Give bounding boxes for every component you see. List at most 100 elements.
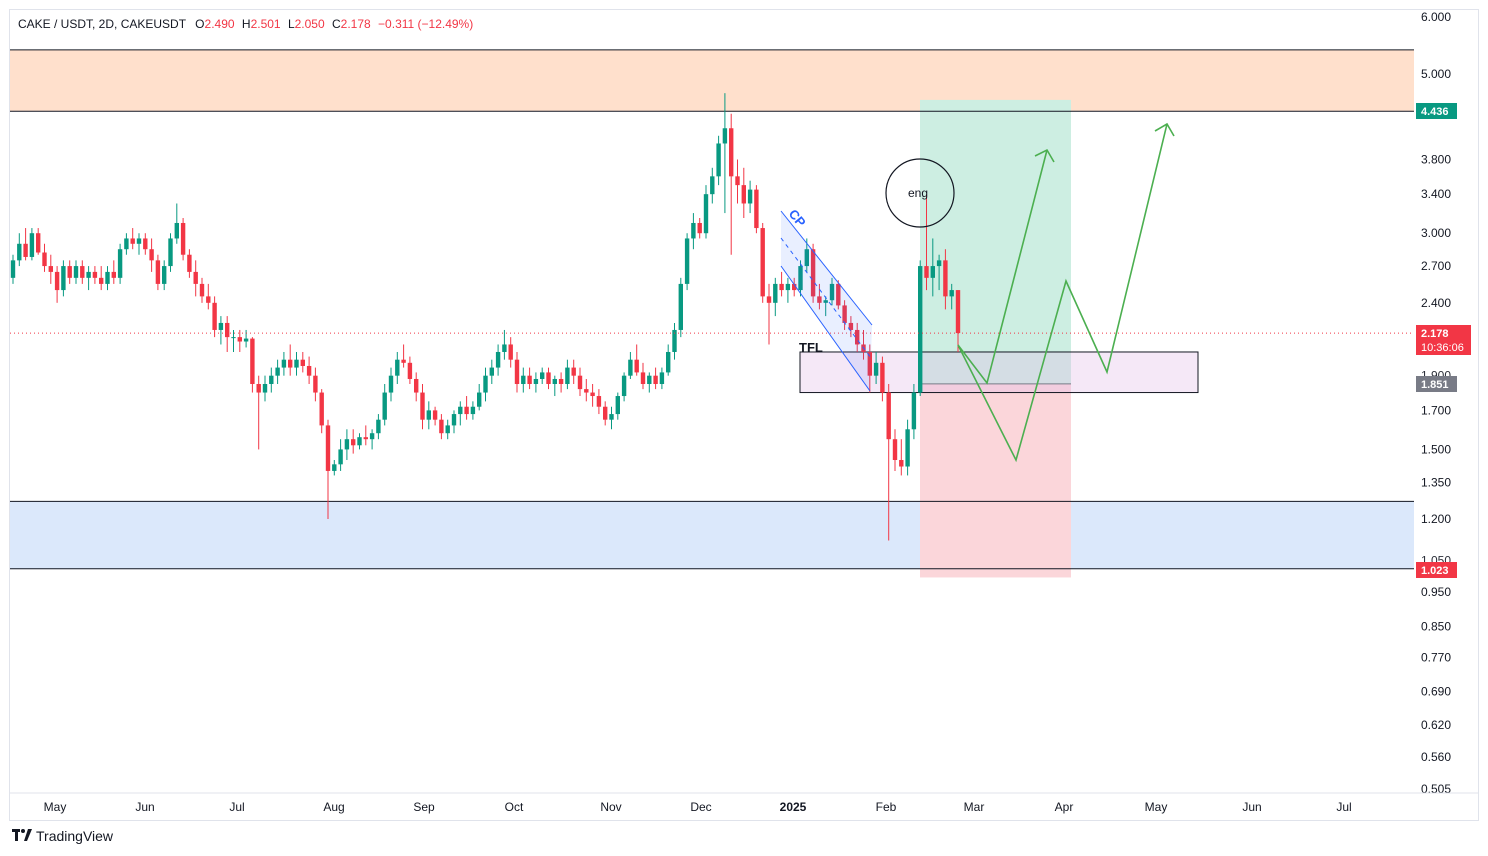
candle-body xyxy=(439,419,444,434)
candle xyxy=(168,233,173,272)
candle-body xyxy=(886,392,891,440)
candle xyxy=(678,277,683,338)
price-badges: 4.436 2.178 10:36:06 1.851 1.023 xyxy=(1416,103,1471,578)
candle xyxy=(86,266,91,291)
candle xyxy=(552,375,557,397)
candle-body xyxy=(817,296,822,303)
candle xyxy=(508,337,513,368)
candle-body xyxy=(306,365,312,376)
candle-body xyxy=(426,410,431,420)
price-tick-label: 1.200 xyxy=(1421,512,1451,526)
price-tick-label: 0.770 xyxy=(1421,650,1451,664)
candle-body xyxy=(943,260,948,297)
candle xyxy=(401,344,406,368)
last-price-badge xyxy=(1416,325,1471,355)
channel-lower-line[interactable] xyxy=(780,265,871,392)
candle xyxy=(206,283,211,310)
candle xyxy=(577,367,583,397)
candles-layer xyxy=(10,93,1414,541)
candle-body xyxy=(590,392,595,397)
candle-body xyxy=(105,271,110,284)
projection-path-1[interactable] xyxy=(957,149,1048,385)
candle xyxy=(325,419,331,520)
candle-body xyxy=(760,228,765,297)
candle xyxy=(281,351,287,376)
channel-mid-line xyxy=(780,237,872,359)
candle-body xyxy=(143,238,148,250)
price-tick-label: 0.505 xyxy=(1421,782,1451,796)
symbol-name[interactable]: CAKE / USDT, 2D, CAKEUSDT xyxy=(18,17,186,31)
candle xyxy=(80,260,85,284)
candle-body xyxy=(80,266,85,278)
price-tick-label: 0.850 xyxy=(1421,620,1451,634)
target-zone xyxy=(920,99,1071,384)
candle-body xyxy=(17,243,22,261)
candle xyxy=(218,316,224,345)
candle xyxy=(338,439,343,471)
candle-body xyxy=(281,359,287,368)
candle xyxy=(187,249,192,278)
time-tick-label: Jul xyxy=(1336,800,1351,814)
resistance-badge-text: 4.436 xyxy=(1421,106,1449,118)
channel-fill[interactable] xyxy=(781,211,872,391)
candle xyxy=(42,243,47,272)
candle-body xyxy=(180,222,186,255)
price-tick-label: 6.000 xyxy=(1421,10,1451,24)
eng-circle[interactable] xyxy=(885,158,955,228)
candle-body xyxy=(351,439,356,446)
channel-upper-line[interactable] xyxy=(780,210,873,326)
candle-body xyxy=(741,185,746,204)
candle xyxy=(451,410,457,434)
candle-body xyxy=(420,392,425,420)
candle xyxy=(766,283,772,345)
change-value: −0.311 (−12.49%) xyxy=(378,17,474,31)
candle xyxy=(546,367,551,390)
candle xyxy=(483,367,488,402)
candle xyxy=(357,433,362,450)
price-tick-label: 2.400 xyxy=(1421,296,1451,310)
price-tick-label: 3.000 xyxy=(1421,226,1451,240)
price-tick-label: 0.950 xyxy=(1421,585,1451,599)
time-axis[interactable]: May Jun Jul Aug Sep Oct Nov Dec 2025 Feb Mar Apr May… xyxy=(44,800,1352,814)
candle-body xyxy=(609,414,614,420)
candle xyxy=(17,233,22,267)
candle-body xyxy=(61,266,66,291)
candle xyxy=(955,290,961,352)
candle-body xyxy=(199,283,205,297)
candle-body xyxy=(300,359,305,366)
symbol-legend[interactable]: CAKE / USDT, 2D, CAKEUSDT O2.490 H2.501 … xyxy=(18,17,473,31)
chart-frame[interactable] xyxy=(9,9,1479,821)
zones-layer xyxy=(10,49,1414,578)
candle-body xyxy=(502,344,507,352)
candle xyxy=(376,414,381,440)
candle-body xyxy=(363,437,368,440)
tfl-label: TFL xyxy=(799,340,823,355)
candle-body xyxy=(836,283,841,306)
candle-body xyxy=(798,266,803,291)
candle-body xyxy=(124,238,129,250)
projection-path-2[interactable] xyxy=(957,123,1168,463)
candle xyxy=(596,389,602,415)
price-tick-label: 2.700 xyxy=(1421,259,1451,273)
candle-body xyxy=(149,249,154,261)
candle xyxy=(899,439,904,476)
candle-body xyxy=(92,271,98,278)
candle-body xyxy=(477,392,482,407)
candle xyxy=(873,351,879,385)
candle xyxy=(306,356,312,385)
candle-body xyxy=(911,392,917,430)
candle-body xyxy=(785,283,791,291)
candle xyxy=(911,384,917,440)
tradingview-footer[interactable]: TradingView xyxy=(12,828,113,844)
candle xyxy=(199,277,205,303)
candle xyxy=(407,356,413,385)
candle-body xyxy=(508,344,513,360)
candle xyxy=(420,384,425,430)
candle-body xyxy=(955,290,961,334)
price-axis[interactable]: 6.000 5.000 3.800 3.400 3.000 2.700 2.400 1.700… xyxy=(1421,10,1451,796)
close-label: C xyxy=(332,17,341,31)
price-tick-label: 1.700 xyxy=(1421,403,1451,417)
candle xyxy=(10,254,16,284)
candle-body xyxy=(552,378,557,385)
